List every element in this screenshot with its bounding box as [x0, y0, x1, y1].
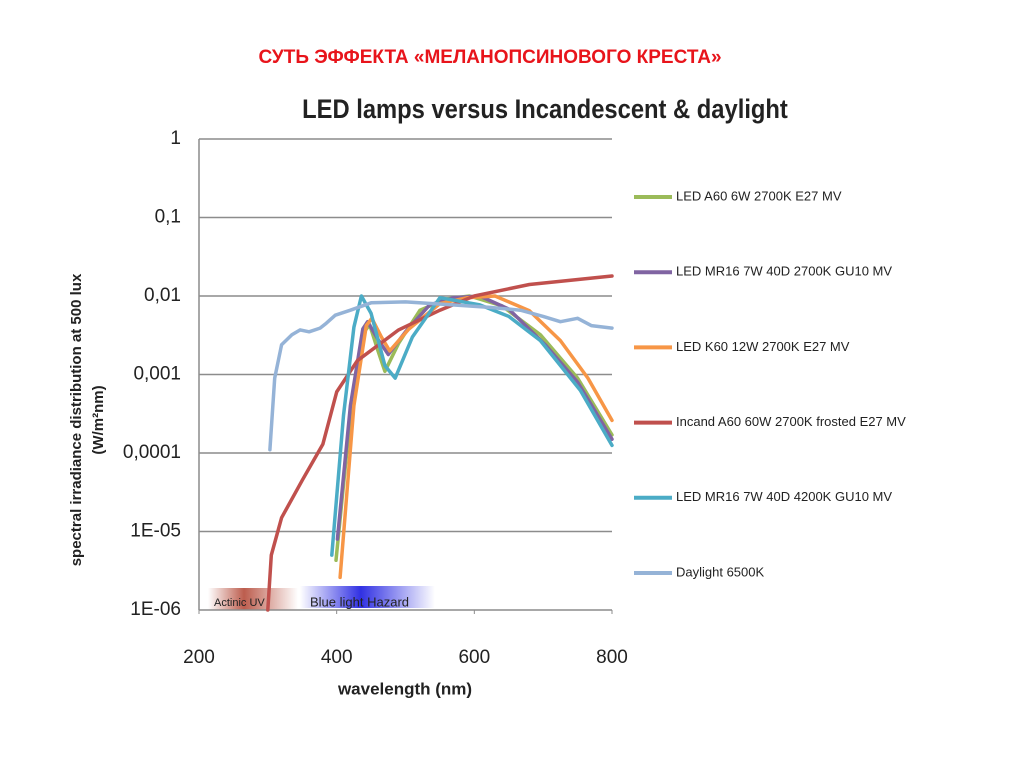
series-line — [268, 300, 614, 452]
legend-label: LED K60 12W 2700K E27 MV — [676, 339, 850, 354]
slide-title: СУТЬ ЭФФЕКТА «МЕЛАНОПСИНОВОГО КРЕСТА» — [258, 47, 721, 68]
legend-label: LED MR16 7W 40D 2700K GU10 MV — [676, 264, 892, 279]
y-tick-label: 1 — [170, 128, 181, 149]
chart-title: LED lamps versus Incandescent & daylight — [302, 95, 788, 125]
actinic-band — [208, 588, 298, 610]
y-tick-label: 0,0001 — [123, 442, 181, 463]
legend-label: LED MR16 7W 40D 4200K GU10 MV — [676, 489, 892, 504]
y-tick-label: 0,001 — [133, 364, 181, 385]
x-tick-label: 800 — [596, 647, 628, 668]
y-tick-label: 1E-05 — [130, 521, 181, 542]
legend-label: Incand A60 60W 2700K frosted E27 MV — [676, 414, 906, 429]
blue-hazard-band — [300, 586, 435, 608]
y-tick-label: 0,1 — [155, 207, 181, 228]
y-tick-label: 1E-06 — [130, 599, 181, 620]
x-tick-label: 600 — [458, 647, 490, 668]
legend-label: Daylight 6500K — [676, 564, 764, 579]
annotation: Blue light Hazard — [310, 594, 409, 609]
legend-label: LED A60 6W 2700K E27 MV — [676, 188, 842, 203]
annotation: Actinic UV — [214, 597, 265, 609]
x-axis-label: wavelength (nm) — [337, 679, 472, 698]
x-tick-label: 400 — [321, 647, 353, 668]
y-axis-label: (W/m²nm) — [90, 385, 107, 454]
series-line — [330, 294, 614, 557]
x-tick-label: 200 — [183, 647, 215, 668]
y-tick-label: 0,01 — [144, 285, 181, 306]
y-axis-label: spectral irradiance distribution at 500 … — [68, 273, 85, 566]
